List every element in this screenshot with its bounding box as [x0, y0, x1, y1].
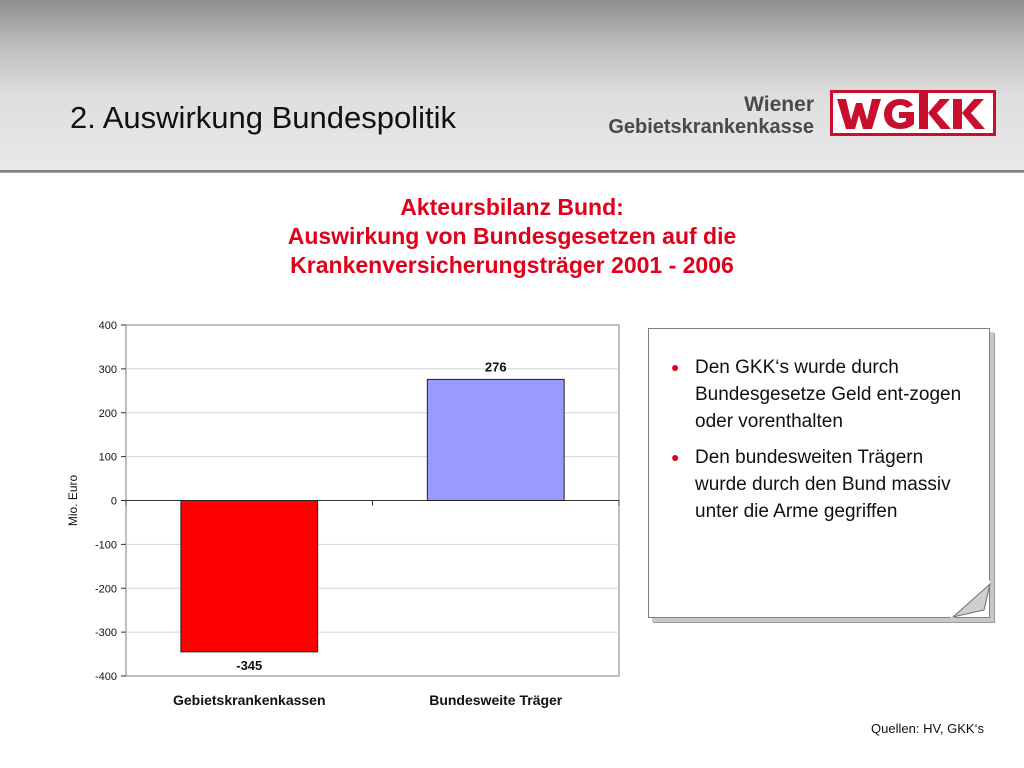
bullet-dot-icon: ●	[671, 449, 680, 465]
category-label: Bundesweite Träger	[429, 692, 563, 708]
chart-title-line-2: Auswirkung von Bundesgesetzen auf die	[287, 223, 737, 249]
y-tick-label: 0	[111, 496, 117, 508]
note-bullet-text: Den GKK‘s wurde durch Bundesgesetze Geld…	[695, 357, 962, 432]
logo-line-2: Gebietskrankenkasse	[608, 116, 814, 138]
wgkk-logo-icon	[830, 90, 996, 136]
y-tick-label: -200	[95, 583, 117, 595]
y-tick-label: -300	[95, 627, 117, 639]
category-label: Gebietskrankenkassen	[173, 692, 326, 708]
chart-title-line-3: Krankenversicherungsträger 2001 - 2006	[290, 252, 734, 278]
bar	[180, 500, 319, 653]
bar	[426, 378, 565, 501]
page-curl-icon	[950, 580, 991, 618]
y-tick-label: 400	[99, 320, 117, 332]
note-bullet-item: ● Den GKK‘s wurde durch Bundesgesetze Ge…	[671, 354, 976, 435]
note-bullet-text: Den bundesweiten Trägern wurde durch den…	[695, 447, 951, 522]
note-bullet-item: ● Den bundesweiten Trägern wurde durch d…	[671, 444, 976, 525]
y-tick-label: -400	[95, 671, 117, 683]
header-divider	[0, 170, 1024, 173]
chart-title-line-1: Akteursbilanz Bund:	[400, 194, 624, 220]
data-label: 276	[485, 359, 507, 374]
note-card: ● Den GKK‘s wurde durch Bundesgesetze Ge…	[648, 328, 990, 618]
y-axis-label: Mio. Euro	[66, 475, 80, 527]
logo-wordmark: Wiener Gebietskrankenkasse	[608, 93, 814, 139]
slide-title: 2. Auswirkung Bundespolitik	[70, 100, 457, 135]
y-tick-label: 100	[99, 452, 117, 464]
y-tick-label: -100	[95, 539, 117, 551]
note-bullet-list: ● Den GKK‘s wurde durch Bundesgesetze Ge…	[671, 354, 976, 534]
source-note: Quellen: HV, GKK‘s	[871, 721, 984, 736]
y-tick-label: 200	[99, 408, 117, 420]
data-label: -345	[236, 658, 262, 673]
logo-line-1: Wiener	[744, 93, 814, 116]
chart-title: Akteursbilanz Bund: Auswirkung von Bunde…	[150, 193, 874, 280]
header-band	[0, 0, 1024, 172]
y-tick-label: 300	[99, 364, 117, 376]
bullet-dot-icon: ●	[671, 359, 680, 375]
